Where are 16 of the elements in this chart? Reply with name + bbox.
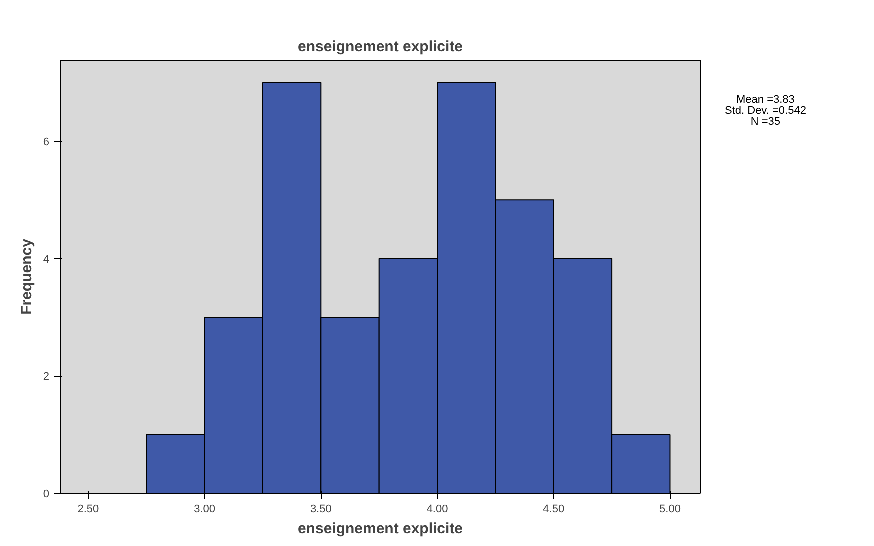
y-tick-label: 0 bbox=[43, 488, 50, 500]
text: N =35 bbox=[750, 116, 781, 128]
chart-title: enseignement explicite bbox=[298, 38, 464, 56]
x-axis-title: enseignement explicite bbox=[298, 520, 464, 538]
text: Mean =3.83 bbox=[736, 94, 795, 106]
x-tick-label: 3.00 bbox=[194, 504, 216, 516]
y-tick-label: 4 bbox=[43, 254, 50, 266]
x-tick-label: 4.00 bbox=[426, 504, 448, 516]
y-tick-label: 2 bbox=[43, 371, 50, 384]
x-tick-label: 3.50 bbox=[310, 504, 332, 516]
y-axis-title: Frequency bbox=[18, 238, 36, 315]
x-tick-label: 2.50 bbox=[78, 504, 100, 516]
x-tick-label: 5.00 bbox=[660, 504, 681, 516]
text: Std. Dev. =0.542 bbox=[725, 105, 806, 117]
y-tick-label: 6 bbox=[43, 136, 50, 148]
x-tick-label: 4.50 bbox=[543, 504, 565, 516]
